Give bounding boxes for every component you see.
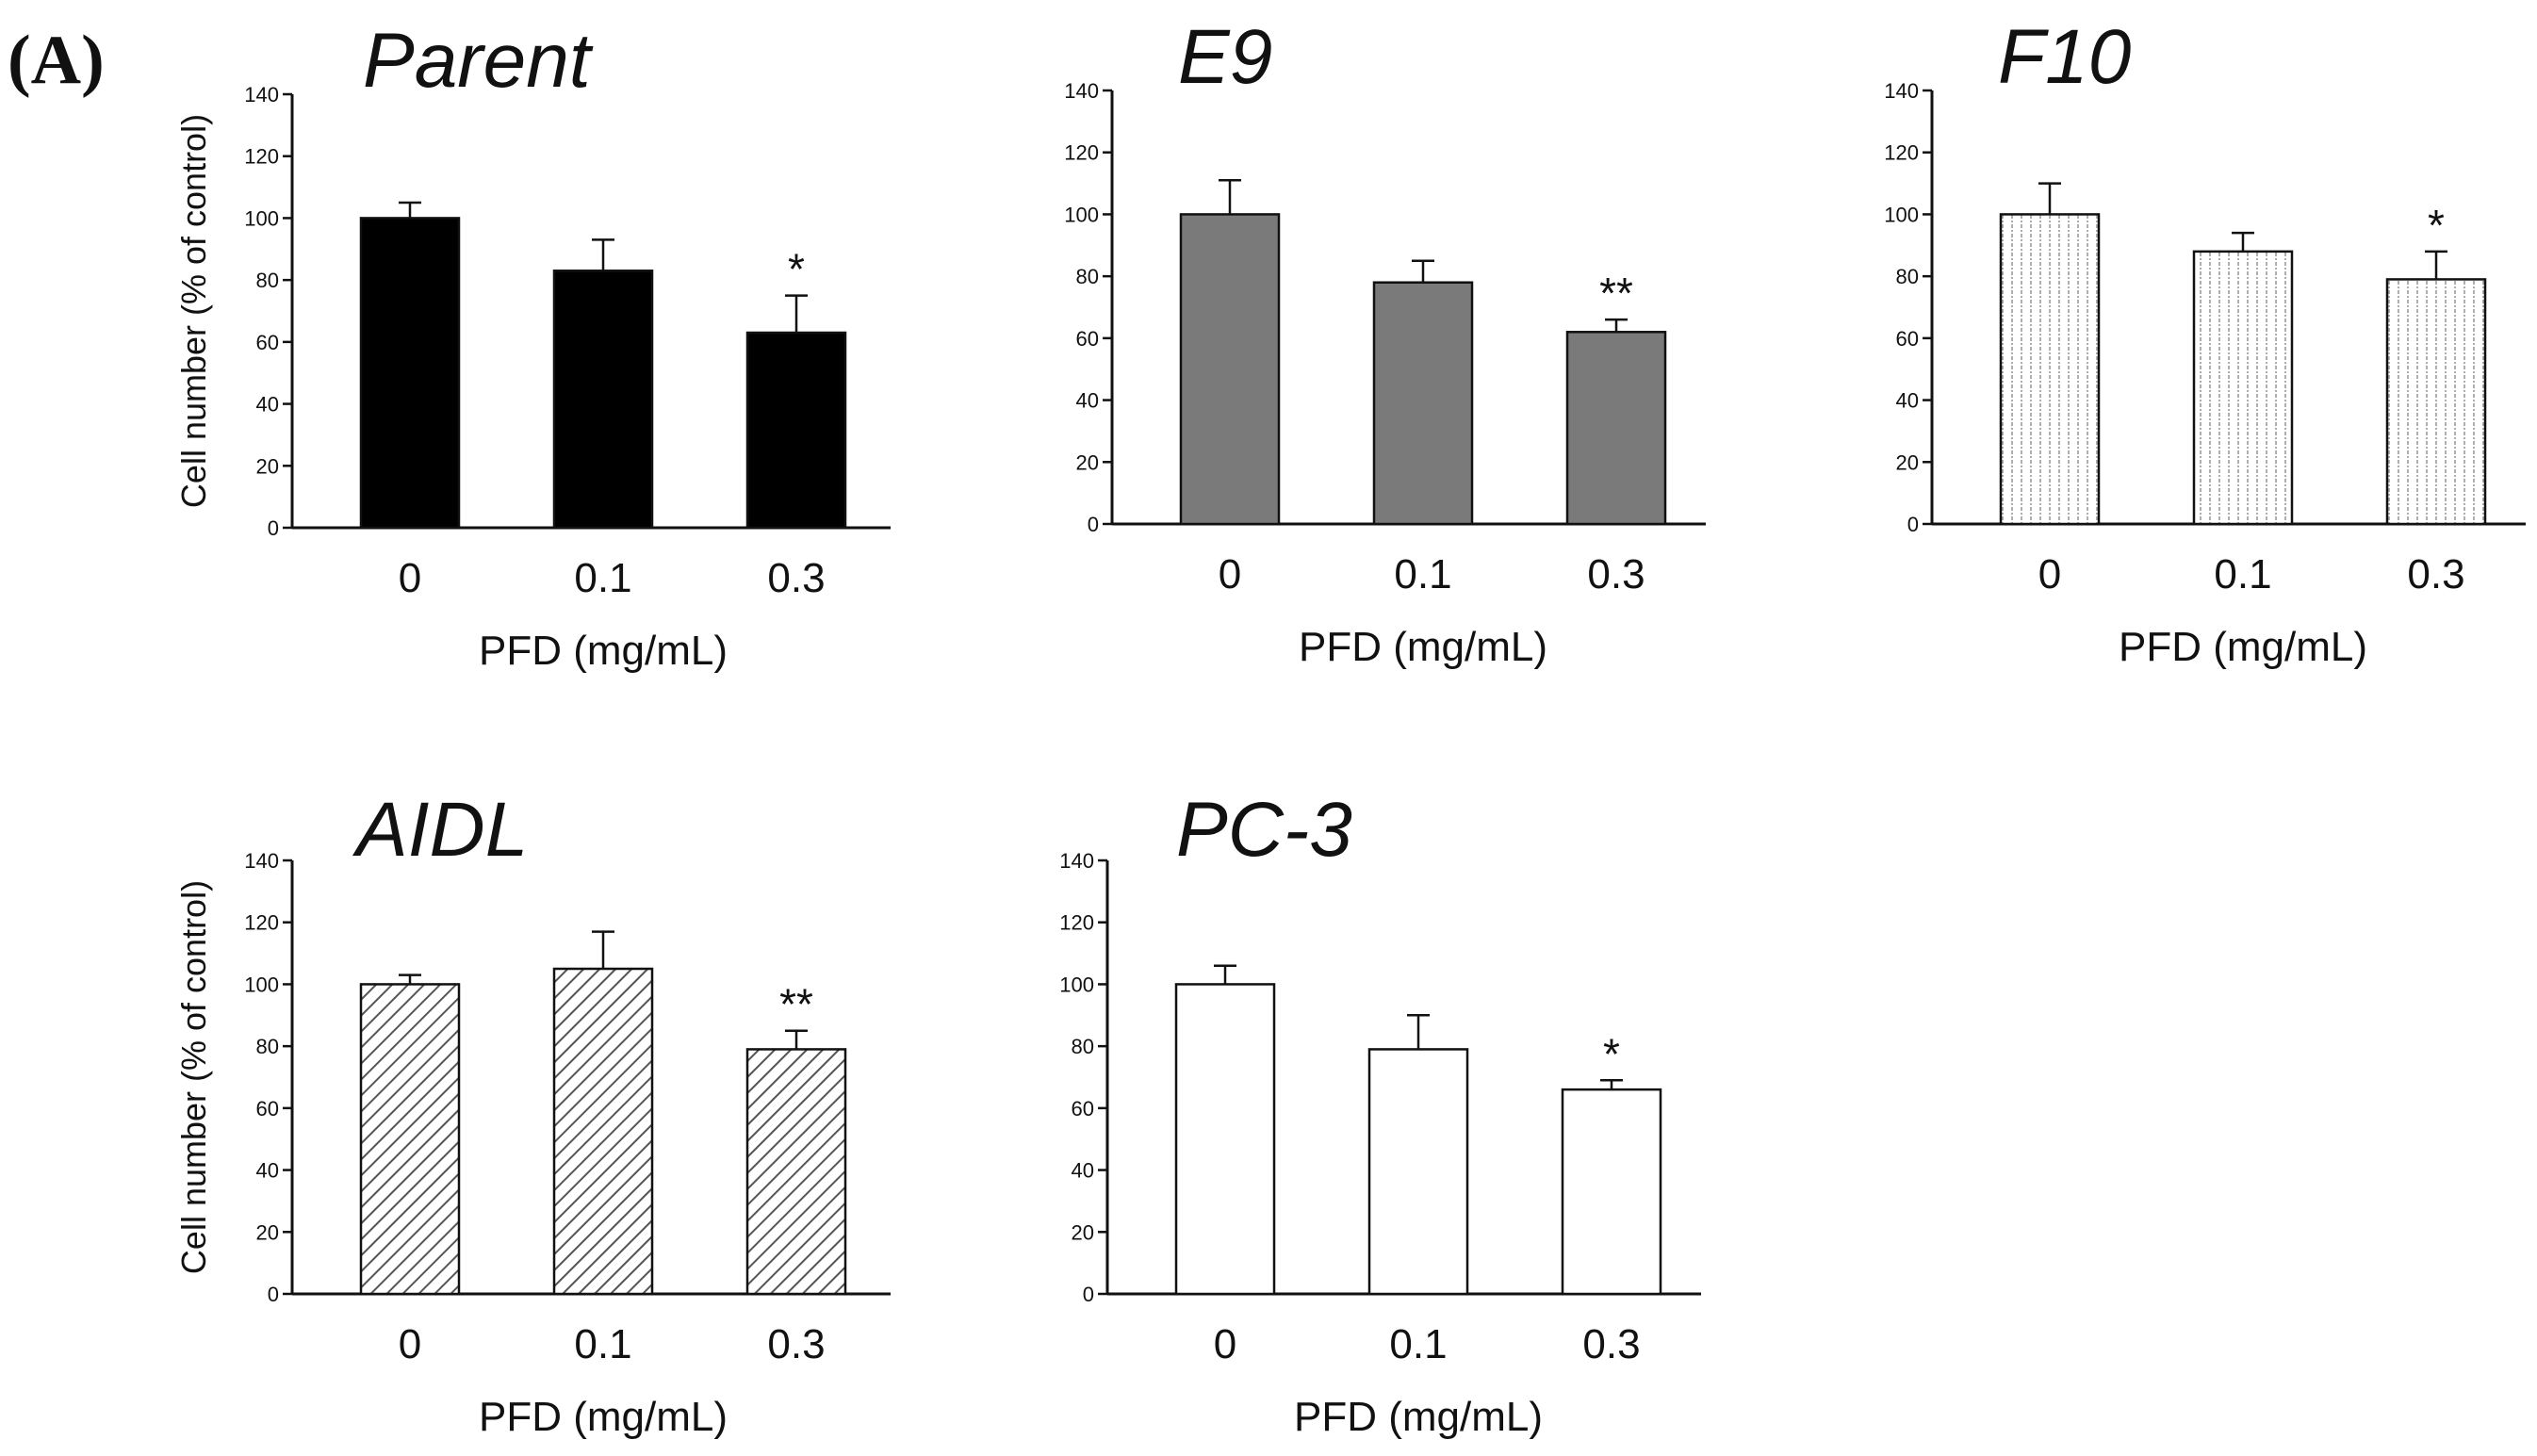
y-tick-label: 100 [1064, 203, 1099, 226]
y-tick-label: 20 [1896, 450, 1919, 474]
y-tick-label: 80 [256, 269, 279, 292]
chart-title: AIDL [352, 787, 528, 873]
y-tick-label: 20 [1076, 450, 1099, 474]
y-tick-label: 100 [1884, 203, 1919, 226]
x-tick-label: 0 [1214, 1321, 1236, 1367]
significance-mark: * [788, 245, 805, 294]
y-tick-label: 0 [268, 516, 279, 540]
y-tick-label: 100 [1059, 973, 1094, 996]
bar [745, 1048, 847, 1296]
bar [359, 217, 461, 530]
charts: Parent 0 20 40 60 80 100 120 140 Cell number (% o… [174, 14, 2526, 1440]
x-axis-label: PFD (mg/mL) [2119, 624, 2367, 670]
y-tick-label: 120 [1884, 141, 1919, 165]
y-tick-label: 60 [1072, 1097, 1094, 1121]
y-tick-label: 60 [1076, 327, 1099, 351]
bar [1367, 1048, 1469, 1296]
x-tick-label: 0 [399, 555, 421, 601]
y-tick-label: 20 [1072, 1220, 1094, 1244]
chart-panel-5: PC-3 0 20 40 60 80 100 120 140 0 0.1 * 0.3 PFD (mg/mL… [1059, 787, 1701, 1440]
y-tick-label: 0 [1088, 513, 1099, 536]
significance-mark: * [2428, 201, 2445, 250]
panel-label: (A) [8, 22, 105, 99]
y-tick-label: 120 [1064, 141, 1099, 165]
x-tick-label: 0.1 [574, 1321, 631, 1367]
x-tick-label: 0.3 [1587, 551, 1645, 597]
bar [745, 331, 847, 530]
chart-panel-3: F10 0 20 40 60 80 100 120 140 0 0.1 * 0.3 PFD (mg/mL) [1884, 14, 2526, 670]
bar [1999, 213, 2101, 526]
x-axis-label: PFD (mg/mL) [479, 1394, 728, 1440]
y-tick-label: 120 [244, 911, 279, 935]
y-tick-label: 40 [256, 1159, 279, 1183]
y-tick-label: 140 [1064, 79, 1099, 103]
y-tick-label: 120 [244, 145, 279, 169]
y-tick-label: 120 [1059, 911, 1094, 935]
y-tick-label: 140 [244, 83, 279, 106]
y-tick-label: 0 [1083, 1283, 1094, 1306]
x-axis-label: PFD (mg/mL) [1294, 1394, 1543, 1440]
x-tick-label: 0 [1219, 551, 1241, 597]
y-tick-label: 40 [1896, 389, 1919, 413]
x-tick-label: 0.1 [2214, 551, 2271, 597]
bar [1174, 983, 1276, 1296]
chart-title: E9 [1178, 14, 1272, 100]
chart-title: F10 [1998, 14, 2131, 100]
bar [1561, 1088, 1662, 1296]
y-tick-label: 80 [1896, 265, 1919, 288]
chart-title: PC-3 [1176, 787, 1352, 873]
y-tick-label: 80 [256, 1035, 279, 1058]
x-tick-label: 0.1 [1389, 1321, 1447, 1367]
x-tick-label: 0.1 [1394, 551, 1451, 597]
bar [1565, 331, 1667, 526]
y-tick-label: 60 [1896, 327, 1919, 351]
y-tick-label: 140 [1059, 849, 1094, 873]
significance-mark: ** [779, 980, 813, 1029]
bar [552, 270, 654, 530]
x-axis-label: PFD (mg/mL) [479, 628, 728, 674]
x-tick-label: 0.3 [767, 555, 825, 601]
bar [359, 983, 461, 1296]
x-tick-label: 0.3 [2407, 551, 2464, 597]
bar [1179, 213, 1281, 526]
y-tick-label: 0 [1907, 513, 1919, 536]
x-tick-label: 0 [399, 1321, 421, 1367]
bar [1372, 281, 1474, 526]
x-axis-label: PFD (mg/mL) [1299, 624, 1547, 670]
y-axis-label: Cell number (% of control) [174, 114, 213, 508]
y-tick-label: 0 [268, 1283, 279, 1306]
bar [552, 967, 654, 1296]
y-tick-label: 20 [256, 1220, 279, 1244]
x-tick-label: 0 [2038, 551, 2061, 597]
y-tick-label: 60 [256, 1097, 279, 1121]
significance-mark: ** [1599, 269, 1633, 318]
y-tick-label: 100 [244, 973, 279, 996]
significance-mark: * [1603, 1029, 1620, 1078]
y-tick-label: 80 [1076, 265, 1099, 288]
chart-panel-1: Parent 0 20 40 60 80 100 120 140 Cell number (% o… [174, 18, 891, 674]
y-tick-label: 40 [256, 393, 279, 417]
y-tick-label: 80 [1072, 1035, 1094, 1058]
y-tick-label: 140 [1884, 79, 1919, 103]
y-tick-label: 40 [1076, 389, 1099, 413]
y-axis-label: Cell number (% of control) [174, 880, 213, 1274]
bar [2192, 250, 2294, 526]
y-tick-label: 140 [244, 849, 279, 873]
chart-panel-4: AIDL 0 20 40 60 80 100 120 140 Cell number (% of … [174, 787, 891, 1440]
y-tick-label: 60 [256, 331, 279, 354]
chart-panel-2: E9 0 20 40 60 80 100 120 140 0 0.1 ** 0.3 PFD (mg/mL) [1064, 14, 1706, 670]
y-tick-label: 40 [1072, 1159, 1094, 1183]
x-tick-label: 0.3 [1582, 1321, 1640, 1367]
x-tick-label: 0.3 [767, 1321, 825, 1367]
chart-title: Parent [363, 18, 594, 104]
y-tick-label: 20 [256, 454, 279, 478]
bar [2385, 278, 2487, 526]
y-tick-label: 100 [244, 206, 279, 230]
x-tick-label: 0.1 [574, 555, 631, 601]
